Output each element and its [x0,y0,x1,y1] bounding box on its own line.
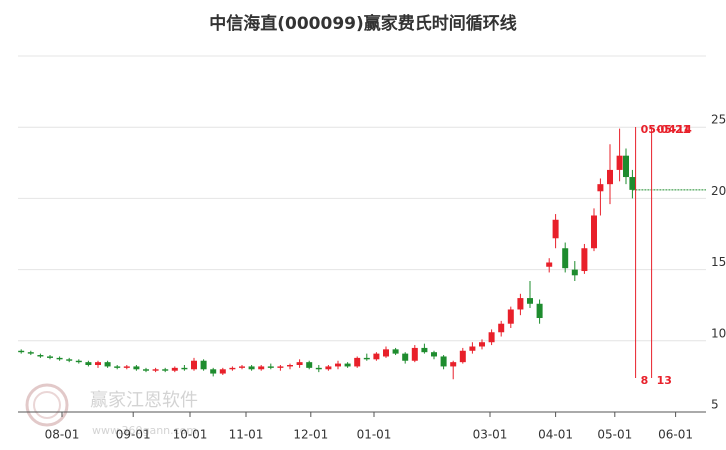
candle-body [56,357,63,360]
candle-body [507,309,514,324]
candle-body [325,366,332,370]
candle-body [479,342,485,347]
candle-body [517,298,524,310]
candle-body [552,219,559,239]
candle-body [277,366,284,368]
candle-body [287,365,293,367]
candle-body [306,362,313,368]
candle-body [229,367,236,370]
chart-title: 中信海直(000099)赢家费氏时间循环线 [209,13,517,34]
x-tick-label: 08-01 [45,428,80,442]
candle-body [267,366,274,368]
candle-body [181,367,188,370]
candle-body [191,360,197,370]
y-tick-label: 10 [711,326,726,340]
candle-body [66,359,73,361]
candle-body [411,347,418,361]
candle-body [75,360,82,363]
watermark-logo [33,391,61,419]
x-tick-label: 11-01 [229,428,264,442]
candle-body [527,298,533,304]
candle-body [344,363,351,367]
x-tick-label: 12-01 [293,428,328,442]
candle-body [562,248,569,269]
candle-body [459,350,466,363]
candle-body [47,356,53,358]
watermark-url: www.360gann.com [92,424,197,437]
candle-body [239,366,245,368]
candle-body [18,350,25,353]
candle-body [421,347,428,353]
candle-body [383,349,389,357]
candle-body [296,362,303,366]
watermark: 赢家江恩软件 www.360gann.com [25,383,198,437]
candle-body [248,366,255,370]
y-tick-label: 25 [711,113,726,127]
x-tick-label: 01-01 [357,428,392,442]
cycle-count-label: 13 [657,374,672,387]
candle-body [315,367,322,370]
candle-body [402,353,409,361]
candle-body [607,169,613,185]
candle-body [219,369,226,374]
candle-body [498,323,505,333]
x-tick-label: 06-01 [658,428,693,442]
cycle-date-label: 05-14 [657,123,693,136]
candle-body [571,269,578,276]
y-tick-label: 15 [711,255,726,269]
candle-body [581,248,588,272]
candle-body [546,262,553,267]
candle-body [143,369,149,371]
candle-body [392,349,399,354]
candle-body [27,352,34,354]
candle-body [629,177,636,190]
candle-body [623,155,629,178]
candle-body [114,366,121,368]
watermark-name: 赢家江恩软件 [90,389,198,411]
candle-body [152,369,159,371]
watermark-logo [25,383,69,427]
y-tick-label: 5 [711,398,719,412]
candle-body [200,360,207,370]
x-tick-label: 09-01 [116,428,151,442]
cycle-count-label: 8 [641,374,649,387]
x-tick-label: 03-01 [473,428,508,442]
candle-body [373,353,380,360]
candle-body [431,352,437,357]
candle-body [488,332,495,343]
candle-body [162,369,169,371]
candle-body [133,366,140,370]
candle-body [363,357,370,360]
x-tick-label: 05-01 [597,428,632,442]
cycle-extra-label: 21 [675,123,690,136]
candle-body [123,366,130,368]
candle-body [104,362,111,367]
x-tick-label: 04-01 [538,428,573,442]
candle-body [335,363,341,367]
candle-body [210,369,217,374]
candle-body [597,184,604,192]
candle-body [536,303,543,319]
candle-body [591,215,597,249]
candle-body [469,346,476,351]
y-tick-label: 20 [711,184,726,198]
candle-body [440,356,447,367]
candle-body [171,367,178,371]
candle-body [85,362,92,366]
candle-body [450,362,457,367]
candle-body [354,357,361,367]
candle-body [258,366,265,370]
candle-body [37,355,44,357]
candle-body [616,155,623,170]
x-tick-label: 10-01 [173,428,208,442]
cycle-date-label: 05-04 [641,123,677,136]
candle-body [95,362,101,366]
